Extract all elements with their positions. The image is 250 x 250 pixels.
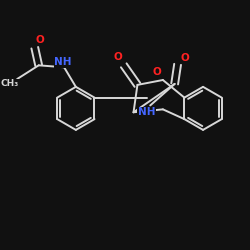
Text: O: O: [153, 67, 162, 77]
Text: NH: NH: [54, 58, 72, 68]
Text: O: O: [35, 35, 44, 45]
Text: O: O: [114, 52, 122, 62]
Text: O: O: [180, 54, 189, 64]
Text: NH: NH: [138, 107, 155, 117]
Text: CH₃: CH₃: [0, 80, 18, 88]
